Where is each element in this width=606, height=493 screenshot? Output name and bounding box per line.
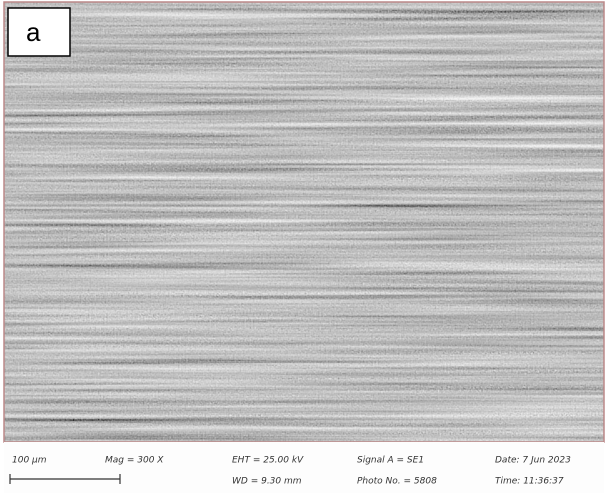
info-bar: 100 µm Mag = 300 X EHT = 25.00 kV WD = 9… [4, 442, 604, 493]
micrograph [3, 1, 605, 443]
scale-label: 100 µm [12, 456, 47, 466]
photo-number: Photo No. = 5808 [357, 477, 437, 487]
signal: Signal A = SE1 [357, 456, 424, 466]
date: Date: 7 Jun 2023 [495, 456, 571, 466]
eht: EHT = 25.00 kV [232, 456, 304, 466]
working-distance: WD = 9.30 mm [232, 477, 302, 487]
time: Time: 11:36:37 [495, 477, 564, 487]
magnification: Mag = 300 X [105, 456, 164, 466]
panel-label-box: a [7, 7, 71, 57]
panel-label: a [26, 17, 41, 47]
